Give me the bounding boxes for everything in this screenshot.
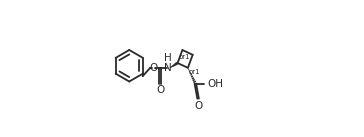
Text: or1: or1 xyxy=(178,54,190,60)
Text: O: O xyxy=(156,85,164,95)
Text: or1: or1 xyxy=(189,69,200,75)
Text: OH: OH xyxy=(207,79,223,89)
Text: O: O xyxy=(150,63,158,73)
Text: N: N xyxy=(165,63,172,73)
Text: O: O xyxy=(194,101,202,111)
Text: H: H xyxy=(165,53,172,63)
